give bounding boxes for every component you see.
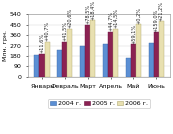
Text: +18,4%: +18,4% bbox=[90, 0, 95, 20]
Bar bbox=[149, 43, 154, 77]
Text: +78,5%: +78,5% bbox=[85, 4, 90, 24]
Bar bbox=[90, 20, 95, 77]
Y-axis label: Млн. грн.: Млн. грн. bbox=[3, 30, 8, 61]
Bar bbox=[154, 32, 159, 77]
Text: +159,0%: +159,0% bbox=[154, 8, 159, 32]
Bar bbox=[131, 44, 136, 77]
Text: +40,7%: +40,7% bbox=[44, 21, 49, 41]
Bar bbox=[39, 54, 44, 77]
Bar bbox=[34, 55, 39, 77]
Bar bbox=[136, 24, 141, 77]
Text: +14,5%: +14,5% bbox=[113, 8, 118, 28]
Bar bbox=[62, 42, 67, 77]
Bar bbox=[126, 58, 131, 77]
Bar bbox=[85, 25, 90, 77]
Text: +11,6%: +11,6% bbox=[39, 33, 44, 53]
Bar bbox=[159, 21, 164, 77]
Bar bbox=[113, 29, 118, 77]
Bar bbox=[67, 29, 72, 77]
Text: +20,6%: +20,6% bbox=[67, 8, 72, 28]
Text: +59,1%: +59,1% bbox=[131, 24, 136, 44]
Text: +21,2%: +21,2% bbox=[159, 1, 164, 21]
Bar bbox=[57, 50, 62, 77]
Legend: 2004 г., 2005 г., 2006 г.: 2004 г., 2005 г., 2006 г. bbox=[48, 99, 150, 108]
Bar bbox=[103, 44, 108, 77]
Bar bbox=[44, 42, 49, 77]
Bar bbox=[80, 46, 85, 77]
Text: +41,5%: +41,5% bbox=[62, 21, 67, 41]
Text: +44,7%: +44,7% bbox=[108, 11, 113, 31]
Bar bbox=[108, 32, 113, 77]
Text: +0,2%: +0,2% bbox=[136, 7, 141, 24]
